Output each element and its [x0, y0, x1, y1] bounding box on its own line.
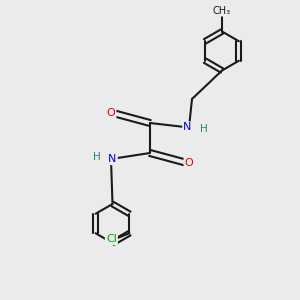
Text: H: H: [200, 124, 207, 134]
Text: N: N: [108, 154, 117, 164]
Text: O: O: [106, 107, 116, 118]
Text: Cl: Cl: [106, 234, 117, 244]
Text: CH₃: CH₃: [213, 5, 231, 16]
Text: N: N: [183, 122, 192, 133]
Text: H: H: [93, 152, 101, 163]
Text: O: O: [184, 158, 194, 169]
